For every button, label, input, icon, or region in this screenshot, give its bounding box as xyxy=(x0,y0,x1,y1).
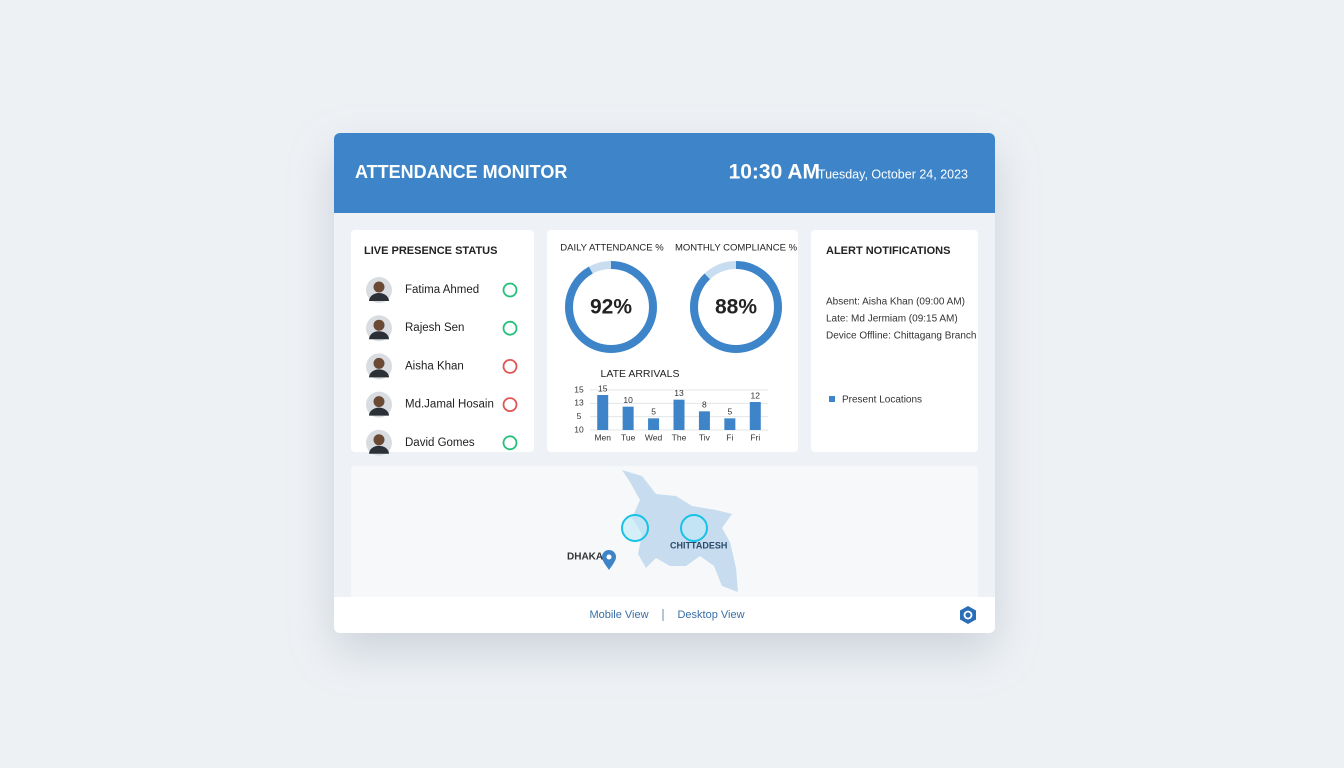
map-pin xyxy=(602,550,616,570)
chart-title: LATE ARRIVALS xyxy=(601,368,680,380)
person-name: David Gomes xyxy=(405,437,475,449)
x-tick-label: Tiv xyxy=(699,432,711,442)
bar xyxy=(648,418,660,430)
location-ring xyxy=(621,514,649,542)
axis-label: 15 xyxy=(574,384,584,394)
person-name: Fatima Ahmed xyxy=(405,284,479,296)
date: Tuesday, October 24, 2023 xyxy=(818,167,968,181)
person-name: Rajesh Sen xyxy=(405,322,464,334)
person-name: Md.Jamal Hosain xyxy=(405,399,494,411)
bar xyxy=(724,418,736,430)
bar xyxy=(749,402,761,430)
alert-item: Absent: Aisha Khan (09:00 AM) xyxy=(826,297,965,308)
bar-value-label: 8 xyxy=(702,400,707,410)
alert-item: Late: Md Jermiam (09:15 AM) xyxy=(826,314,958,325)
status-indicator xyxy=(502,282,518,298)
bar-value-label: 5 xyxy=(727,407,732,417)
map-shape xyxy=(622,470,738,592)
avatar-head xyxy=(373,357,385,369)
logo xyxy=(960,606,976,624)
map-label: CHITTADESH xyxy=(670,540,727,550)
avatar-body xyxy=(369,445,389,454)
alerts-panel xyxy=(811,230,978,452)
avatar-body xyxy=(369,369,389,378)
bar-value-label: 13 xyxy=(674,388,684,398)
avatar-head xyxy=(373,434,385,446)
gauge-title: MONTHLY COMPLIANCE % xyxy=(675,243,798,254)
legend-swatch xyxy=(829,396,835,402)
header-bar xyxy=(334,133,995,213)
status-indicator xyxy=(502,358,518,374)
status-indicator xyxy=(502,435,518,451)
status-indicator xyxy=(502,397,518,413)
presence-panel xyxy=(351,230,534,452)
app-title: ATTENDANCE MONITOR xyxy=(355,162,567,182)
x-tick-label: Men xyxy=(594,432,611,442)
gauge-arc xyxy=(565,261,657,353)
avatar-body xyxy=(369,293,389,301)
alert-item: Device Offline: Chittagang Branch xyxy=(826,331,976,342)
x-tick-label: Wed xyxy=(645,432,663,442)
footer-link[interactable]: Mobile View xyxy=(589,609,648,621)
avatar-body xyxy=(369,407,389,416)
x-tick-label: Tue xyxy=(621,432,636,442)
panel-title: ALERT NOTIFICATIONS xyxy=(826,245,950,257)
axis-label: 10 xyxy=(574,424,584,434)
location-ring xyxy=(680,514,708,542)
bar-value-label: 10 xyxy=(623,395,633,405)
gauge-title: DAILY ATTENDANCE % xyxy=(560,243,664,254)
footer-link[interactable]: Desktop View xyxy=(677,609,744,621)
gauge-arc xyxy=(690,261,782,353)
x-tick-label: Fri xyxy=(750,432,760,442)
gauge-value: 92% xyxy=(590,296,632,319)
map-label: DHAKA xyxy=(567,552,603,563)
gauge-value: 88% xyxy=(715,296,757,319)
clock: 10:30 AM xyxy=(729,161,820,184)
bar xyxy=(597,395,609,430)
bar-value-label: 15 xyxy=(598,383,608,393)
avatar-head xyxy=(373,396,385,408)
person-name: Aisha Khan xyxy=(405,360,464,372)
stats-panel xyxy=(547,230,798,452)
map-pin-dot xyxy=(606,554,612,560)
avatar-head xyxy=(373,281,385,293)
axis-label: 5 xyxy=(577,411,582,421)
bar xyxy=(673,399,685,430)
logo-mark xyxy=(963,610,973,620)
panel-title: LIVE PRESENCE STATUS xyxy=(364,245,497,257)
status-indicator xyxy=(502,320,518,336)
bar xyxy=(622,406,634,430)
axis-label: 13 xyxy=(574,398,584,408)
footer xyxy=(334,597,995,633)
bar xyxy=(698,411,710,430)
x-tick-label: The xyxy=(672,432,687,442)
bar-value-label: 5 xyxy=(651,407,656,417)
avatar-head xyxy=(373,319,385,331)
bar-value-label: 12 xyxy=(751,390,761,400)
x-tick-label: Fi xyxy=(726,432,733,442)
legend-label: Present Locations xyxy=(842,395,922,406)
avatar-body xyxy=(369,331,389,340)
